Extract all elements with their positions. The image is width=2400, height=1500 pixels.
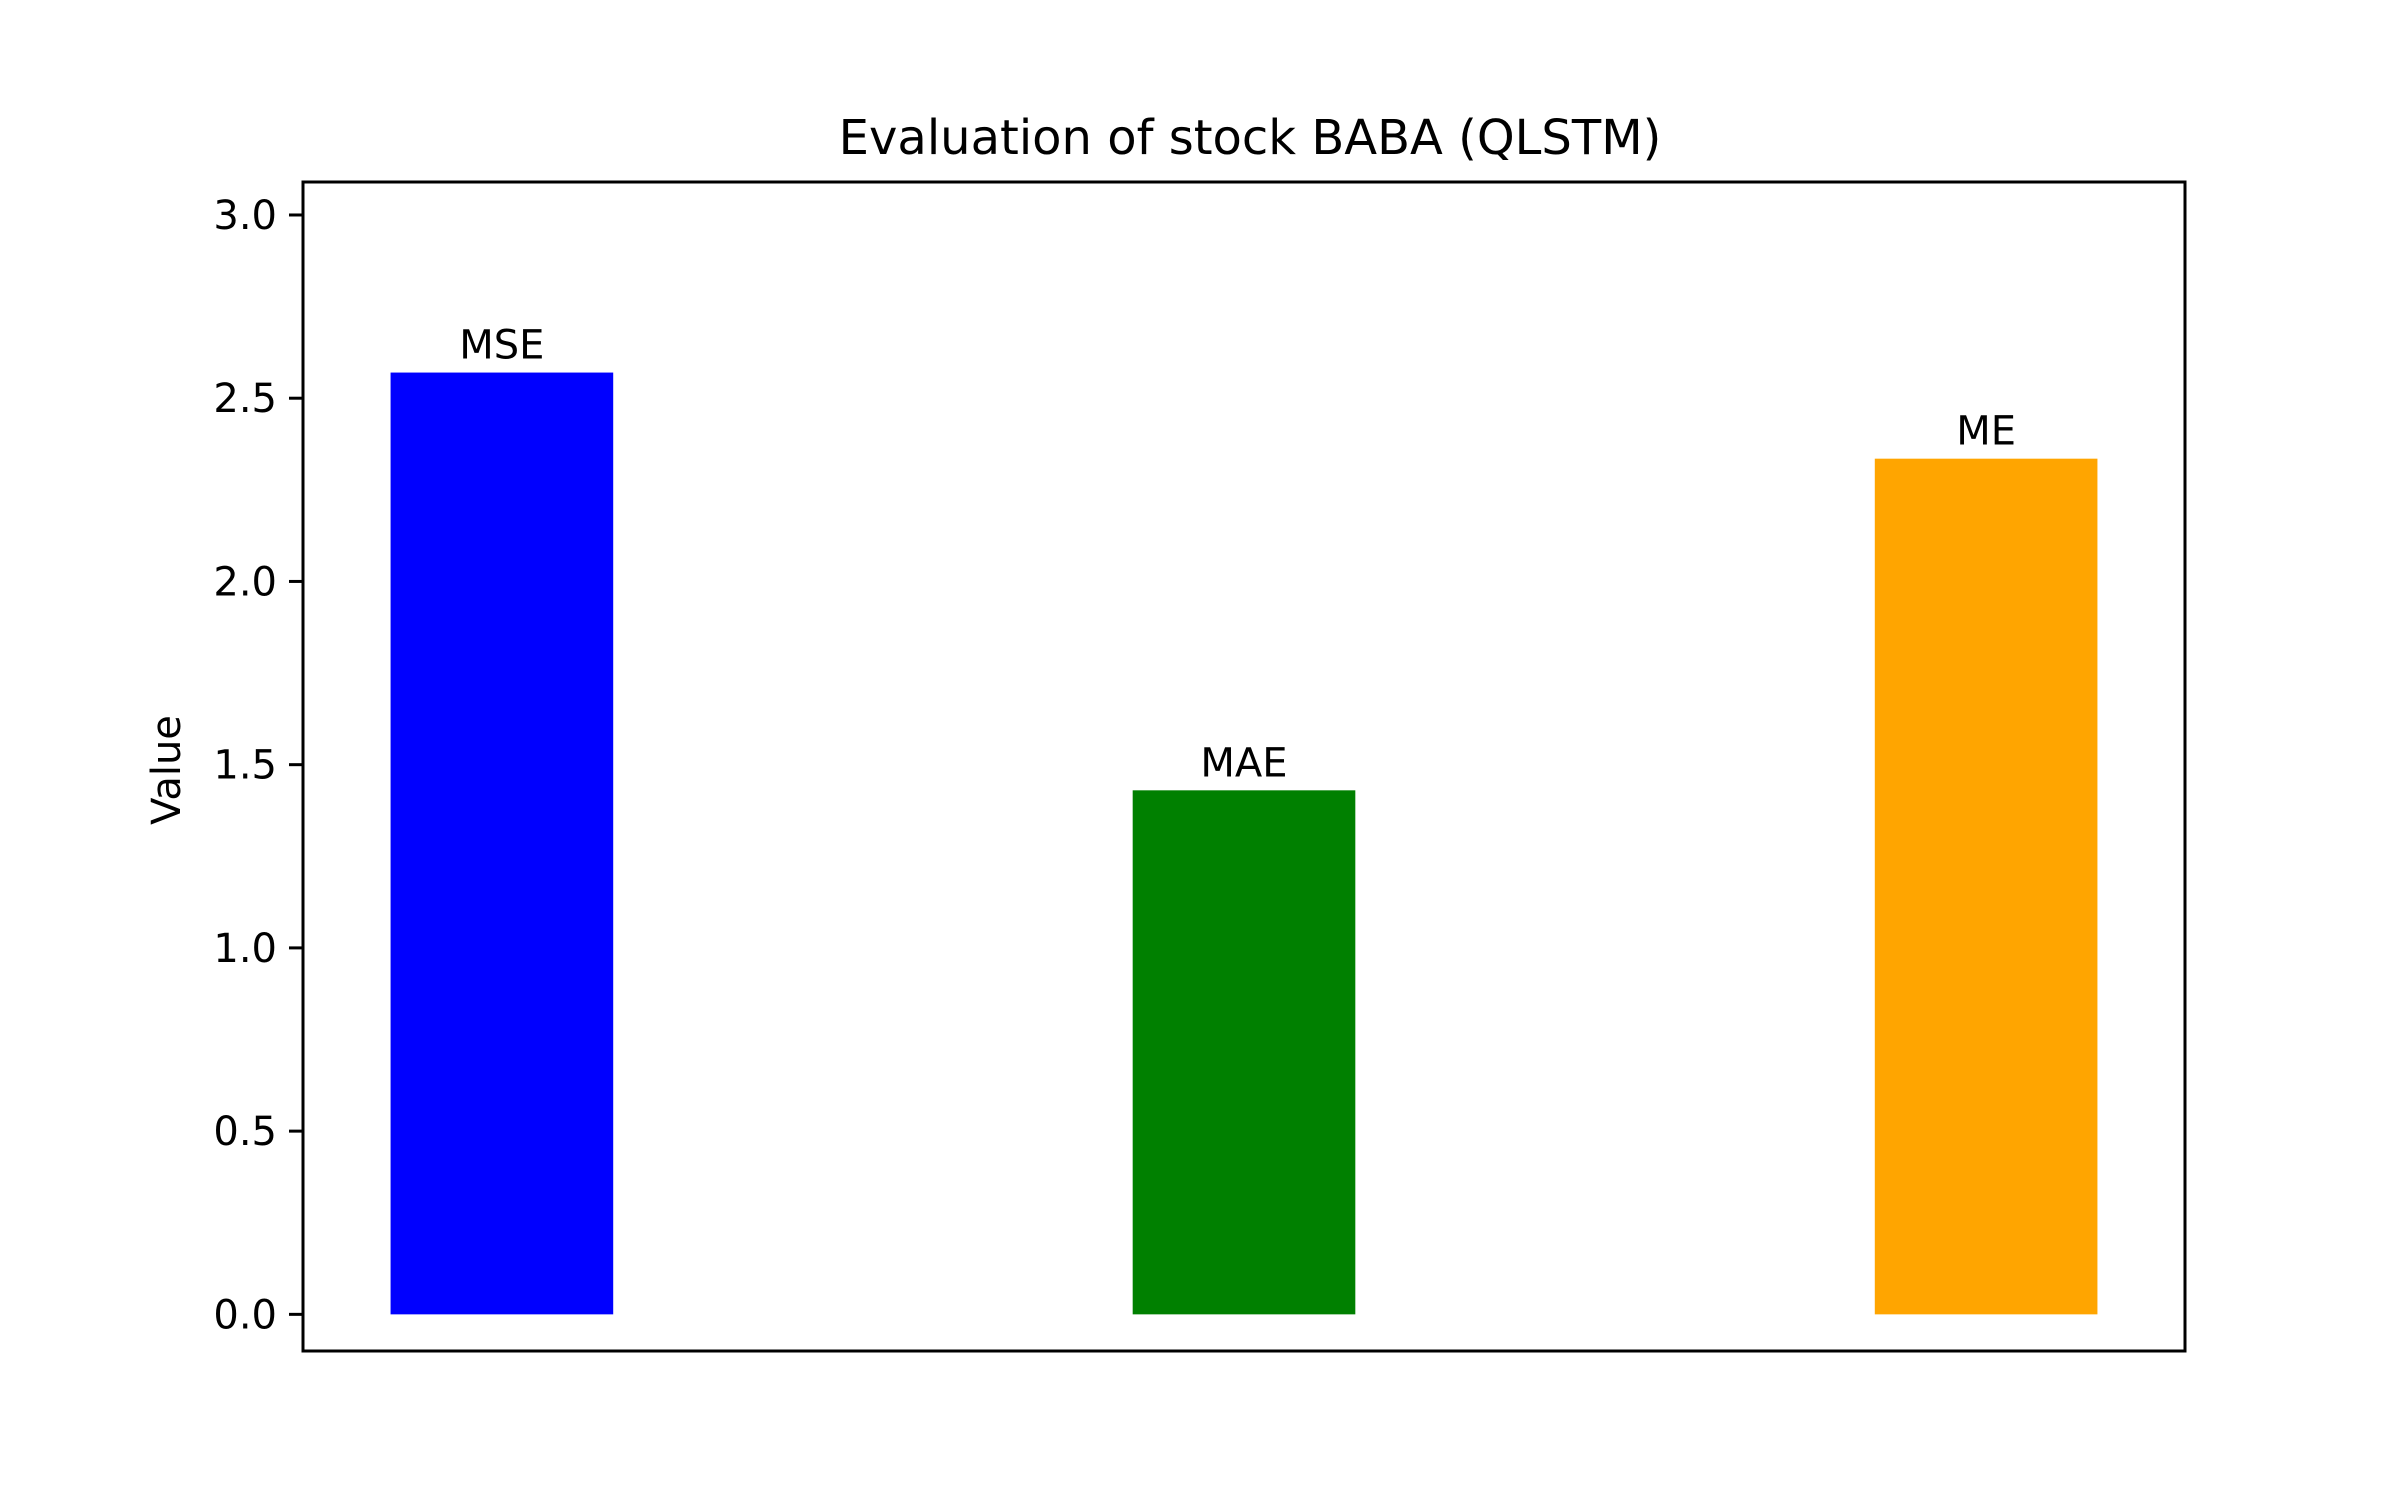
- y-tick-label: 2.5: [213, 376, 277, 422]
- bar-label-mae: MAE: [1200, 740, 1287, 786]
- bar-label-mse: MSE: [459, 323, 544, 369]
- y-tick-label: 1.5: [213, 743, 277, 789]
- bar-me: [1874, 458, 2098, 1315]
- y-axis-ticks: 0.0 0.5 1.0 1.5 2.0 2.5 3.0: [213, 193, 303, 1338]
- y-tick-label: 0.0: [213, 1292, 277, 1338]
- bar-mse: [390, 372, 614, 1315]
- y-tick-label: 3.0: [213, 193, 277, 239]
- chart-title: Evaluation of stock BABA (QLSTM): [839, 110, 1662, 166]
- bars-group: [390, 372, 2098, 1315]
- y-tick-label: 0.5: [213, 1109, 277, 1155]
- bar-labels-group: MSE MAE ME: [459, 323, 2016, 787]
- y-tick-label: 2.0: [213, 559, 277, 605]
- bar-mae: [1132, 790, 1356, 1315]
- y-axis-label: Value: [144, 715, 190, 825]
- bar-label-me: ME: [1956, 409, 2016, 455]
- plot-frame: [301, 180, 2187, 1353]
- y-tick-label: 1.0: [213, 926, 277, 972]
